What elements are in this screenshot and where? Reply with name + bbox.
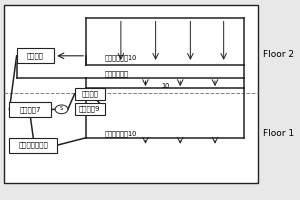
Bar [16,48,54,63]
Bar [74,88,105,100]
Text: S: S [60,106,63,111]
Text: Floor 2: Floor 2 [263,50,294,59]
Text: 污水管网: 污水管网 [27,53,44,59]
Text: 化验室用水点10: 化验室用水点10 [105,130,137,137]
Bar [9,102,51,117]
Text: 化验室用水点10: 化验室用水点10 [105,55,137,61]
Text: 10: 10 [161,83,170,89]
Text: 公用系统自来水: 公用系统自来水 [18,142,48,148]
Text: 污废水间: 污废水间 [81,91,98,97]
Text: 化验室用水点: 化验室用水点 [105,71,129,77]
Circle shape [55,105,68,114]
Text: 检测中忉9: 检测中忉9 [79,106,100,112]
Text: 软化水箱7: 软化水箱7 [20,106,41,113]
Text: Floor 1: Floor 1 [263,129,294,138]
Bar [74,103,105,115]
Bar [9,138,57,153]
Bar [4,5,258,183]
